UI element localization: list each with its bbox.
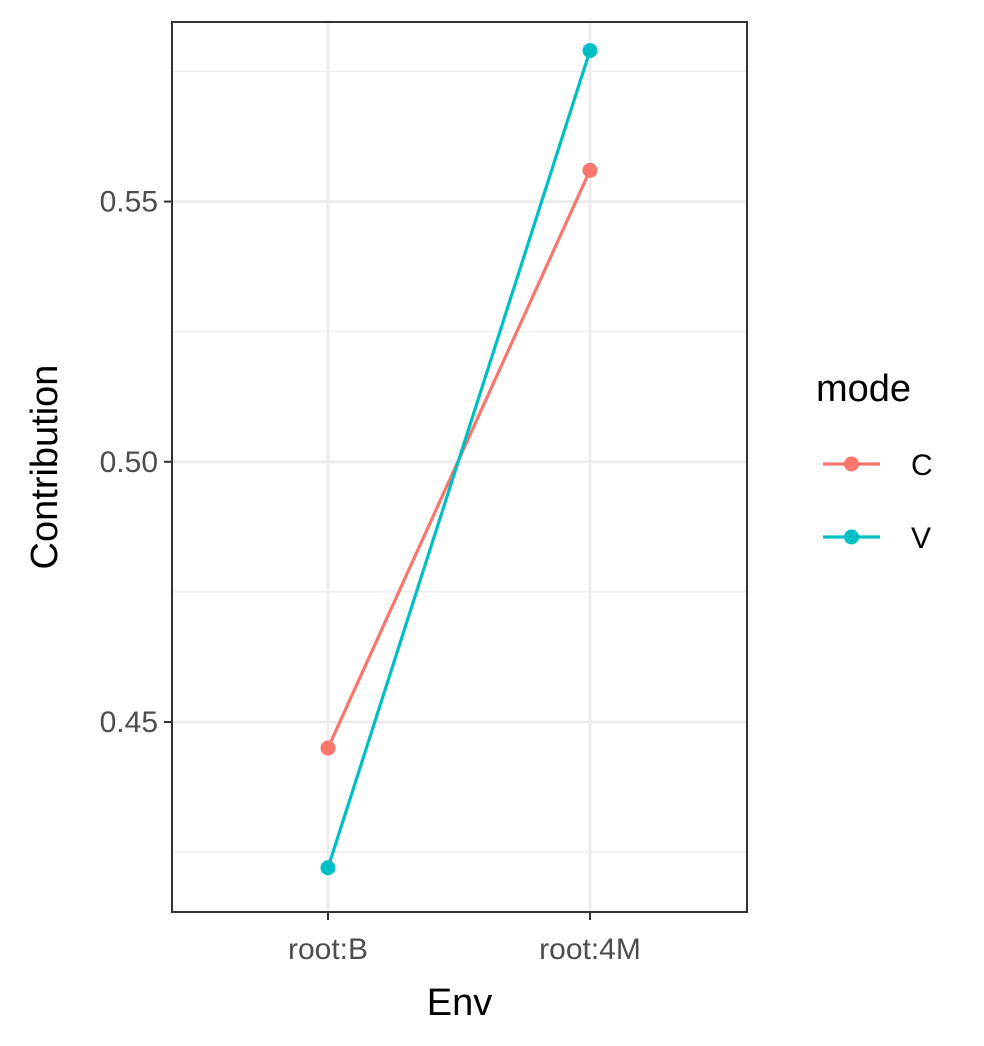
series-line-v [326,50,592,869]
y-tick-label: 0.50 [100,446,158,479]
grid [172,22,747,912]
data-point-c [320,740,336,756]
x-tick-label: root:4M [539,933,641,966]
x-axis-title: Env [427,982,492,1024]
data-point-v [582,43,598,59]
legend-key-point-v [844,529,859,545]
panel-border [171,21,748,913]
data-point-v [320,860,336,876]
y-axis-title: Contribution [24,365,66,570]
legend-title: mode [816,368,911,410]
legend-label-c: C [911,449,933,482]
series-v [320,43,598,876]
x-tick-label: root:B [288,933,368,966]
y-tick-label: 0.45 [100,706,158,739]
axis-ticks: 0.45 0.50 0.55 root:B root:4M [100,186,641,966]
legend-key-point-c [844,456,859,472]
y-tick-label: 0.55 [100,186,158,219]
series-lines [320,43,598,876]
data-point-c [582,162,598,178]
legend: mode C V [816,368,933,555]
legend-label-v: V [911,522,931,555]
